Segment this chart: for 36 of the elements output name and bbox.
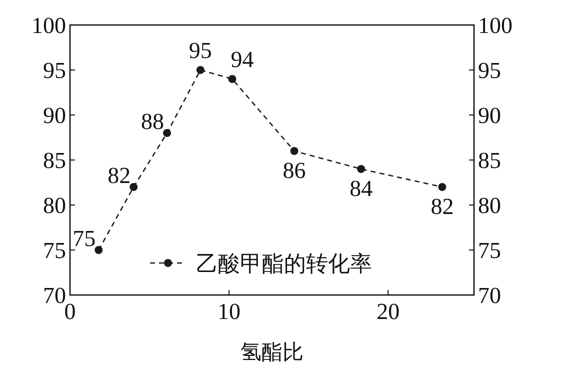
point xyxy=(357,165,366,173)
y2-tick-label: 95 xyxy=(478,58,501,83)
y-tick-label: 75 xyxy=(43,238,66,263)
y2-tick-label: 85 xyxy=(478,148,501,173)
y-tick-label: 90 xyxy=(43,103,66,128)
legend-label: 乙酸甲酯的转化率 xyxy=(196,252,372,277)
point xyxy=(196,66,204,74)
x-tick-label: 10 xyxy=(218,299,241,324)
point xyxy=(130,183,138,191)
x-axis-title: 氢酯比 xyxy=(240,340,304,364)
y2-tick-label: 80 xyxy=(478,193,501,218)
data-label: 86 xyxy=(282,158,306,183)
y2-tick-label: 90 xyxy=(478,103,501,128)
point xyxy=(163,129,172,137)
data-label: 88 xyxy=(141,109,164,134)
y-tick-label: 95 xyxy=(43,58,66,83)
y2-tick-label: 75 xyxy=(478,238,501,263)
data-label: 95 xyxy=(188,38,212,63)
point xyxy=(438,183,446,191)
data-label: 94 xyxy=(230,47,254,72)
y2-tick-label: 70 xyxy=(478,283,501,308)
y-tick-label: 70 xyxy=(43,283,66,308)
y-tick-label: 80 xyxy=(43,193,66,218)
data-label: 75 xyxy=(72,226,96,251)
point xyxy=(228,75,236,83)
data-label: 82 xyxy=(108,163,131,188)
point xyxy=(290,147,298,155)
data-label: 84 xyxy=(350,176,374,201)
point xyxy=(94,246,103,254)
y-tick-label: 85 xyxy=(43,148,66,173)
legend: 乙酸甲酯的转化率 xyxy=(150,252,372,277)
y-tick-label: 100 xyxy=(32,13,66,38)
x-tick-label: 0 xyxy=(64,299,76,324)
x-tick-label: 20 xyxy=(376,299,400,324)
data-label: 82 xyxy=(430,194,454,219)
y2-tick-label: 100 xyxy=(478,13,512,38)
